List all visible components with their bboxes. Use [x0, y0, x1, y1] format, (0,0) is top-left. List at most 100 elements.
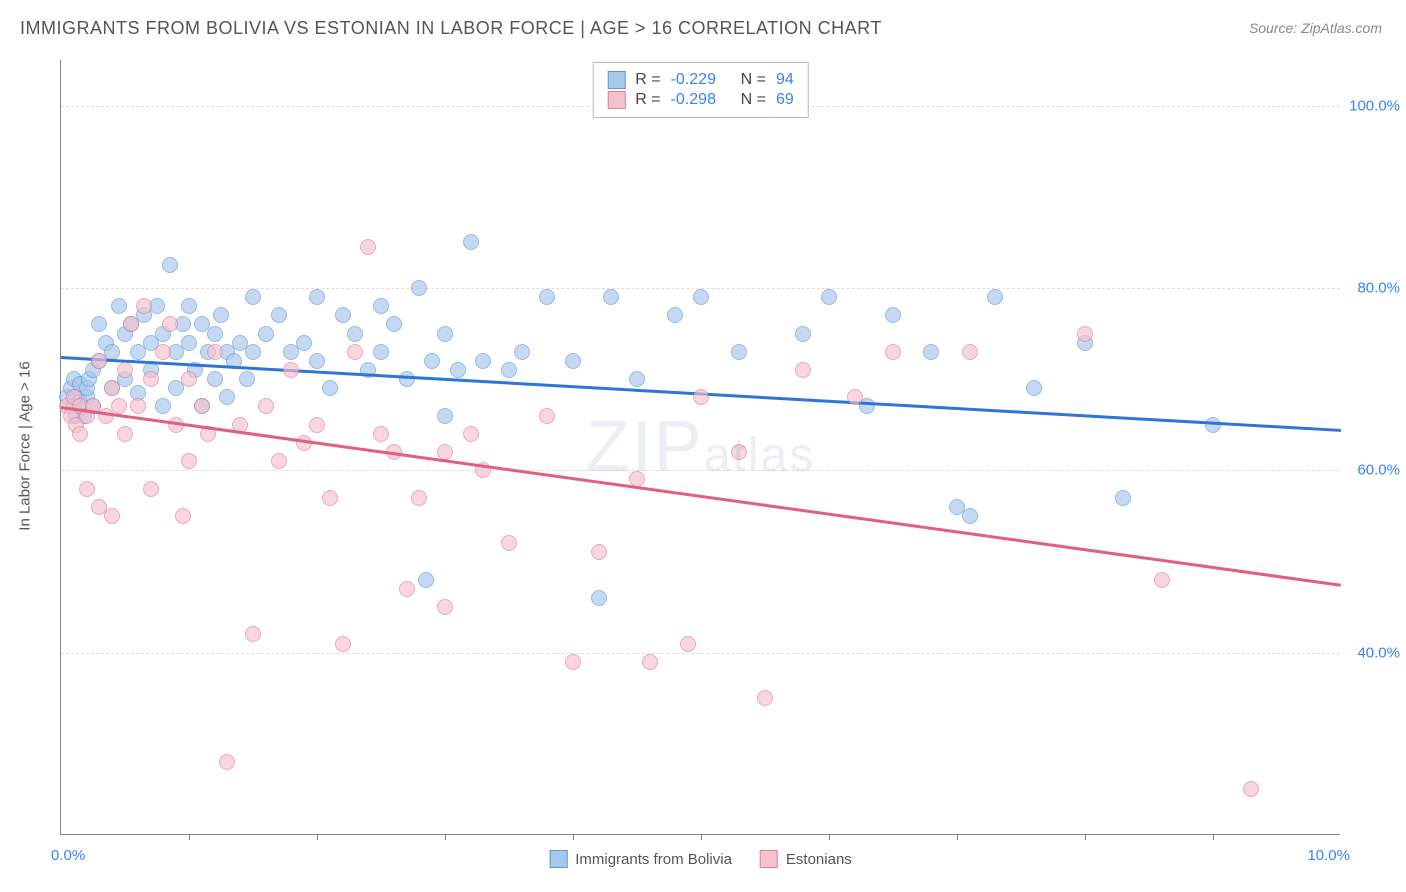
scatter-point: [463, 426, 479, 442]
scatter-point: [335, 307, 351, 323]
scatter-point: [757, 690, 773, 706]
scatter-point: [271, 307, 287, 323]
scatter-point: [258, 326, 274, 342]
scatter-point: [386, 316, 402, 332]
scatter-point: [309, 353, 325, 369]
scatter-point: [143, 481, 159, 497]
scatter-point: [501, 362, 517, 378]
scatter-point: [296, 335, 312, 351]
r-value: -0.229: [671, 71, 731, 89]
scatter-point: [603, 289, 619, 305]
scatter-point: [207, 371, 223, 387]
scatter-point: [1154, 572, 1170, 588]
plot-area: ZIPatlas R =-0.229N =94R =-0.298N =69 Im…: [60, 60, 1340, 835]
scatter-point: [155, 344, 171, 360]
scatter-point: [1205, 417, 1221, 433]
scatter-point: [309, 289, 325, 305]
scatter-point: [962, 344, 978, 360]
x-tick-mark: [957, 834, 958, 840]
x-tick-mark: [701, 834, 702, 840]
scatter-point: [501, 535, 517, 551]
scatter-point: [258, 398, 274, 414]
scatter-point: [424, 353, 440, 369]
source-label: Source: ZipAtlas.com: [1249, 20, 1382, 36]
y-tick-label: 100.0%: [1345, 97, 1400, 114]
legend-row: R =-0.298N =69: [607, 91, 793, 109]
scatter-point: [1077, 326, 1093, 342]
scatter-point: [213, 307, 229, 323]
scatter-point: [539, 408, 555, 424]
n-value: 69: [776, 91, 794, 109]
scatter-point: [373, 344, 389, 360]
scatter-point: [514, 344, 530, 360]
x-tick-mark: [1085, 834, 1086, 840]
scatter-point: [155, 398, 171, 414]
scatter-point: [271, 453, 287, 469]
scatter-point: [437, 408, 453, 424]
scatter-point: [629, 371, 645, 387]
scatter-point: [411, 490, 427, 506]
scatter-point: [418, 572, 434, 588]
scatter-point: [104, 380, 120, 396]
scatter-point: [437, 326, 453, 342]
scatter-point: [283, 362, 299, 378]
scatter-point: [373, 426, 389, 442]
scatter-point: [123, 316, 139, 332]
scatter-point: [181, 298, 197, 314]
legend-series-label: Immigrants from Bolivia: [575, 851, 732, 868]
scatter-point: [111, 398, 127, 414]
scatter-point: [207, 344, 223, 360]
scatter-point: [207, 326, 223, 342]
scatter-point: [962, 508, 978, 524]
regression-line: [61, 406, 1341, 586]
scatter-point: [565, 353, 581, 369]
scatter-point: [539, 289, 555, 305]
scatter-point: [219, 389, 235, 405]
scatter-point: [347, 344, 363, 360]
scatter-point: [117, 426, 133, 442]
y-tick-label: 80.0%: [1345, 279, 1400, 296]
x-tick-mark: [1213, 834, 1214, 840]
scatter-point: [1243, 781, 1259, 797]
scatter-point: [245, 289, 261, 305]
gridline-h: [61, 653, 1340, 654]
scatter-point: [309, 417, 325, 433]
legend-swatch: [760, 850, 778, 868]
scatter-point: [693, 389, 709, 405]
scatter-point: [162, 316, 178, 332]
scatter-point: [693, 289, 709, 305]
scatter-point: [181, 371, 197, 387]
scatter-point: [463, 234, 479, 250]
scatter-point: [91, 316, 107, 332]
scatter-point: [411, 280, 427, 296]
y-tick-label: 40.0%: [1345, 644, 1400, 661]
scatter-point: [885, 307, 901, 323]
scatter-point: [347, 326, 363, 342]
gridline-h: [61, 470, 1340, 471]
watermark-small: atlas: [704, 429, 815, 482]
x-tick-mark: [829, 834, 830, 840]
scatter-point: [731, 444, 747, 460]
x-axis-max-label: 10.0%: [1307, 847, 1350, 864]
scatter-point: [322, 490, 338, 506]
scatter-point: [680, 636, 696, 652]
scatter-point: [322, 380, 338, 396]
scatter-point: [885, 344, 901, 360]
scatter-point: [437, 599, 453, 615]
legend-swatch: [607, 91, 625, 109]
r-value: -0.298: [671, 91, 731, 109]
n-label: N =: [741, 91, 766, 109]
scatter-point: [795, 326, 811, 342]
scatter-point: [136, 298, 152, 314]
x-tick-mark: [189, 834, 190, 840]
x-tick-mark: [317, 834, 318, 840]
scatter-point: [987, 289, 1003, 305]
scatter-point: [143, 371, 159, 387]
scatter-point: [642, 654, 658, 670]
scatter-point: [79, 481, 95, 497]
scatter-point: [399, 371, 415, 387]
scatter-point: [450, 362, 466, 378]
correlation-legend: R =-0.229N =94R =-0.298N =69: [592, 62, 808, 118]
scatter-point: [373, 298, 389, 314]
scatter-point: [72, 426, 88, 442]
